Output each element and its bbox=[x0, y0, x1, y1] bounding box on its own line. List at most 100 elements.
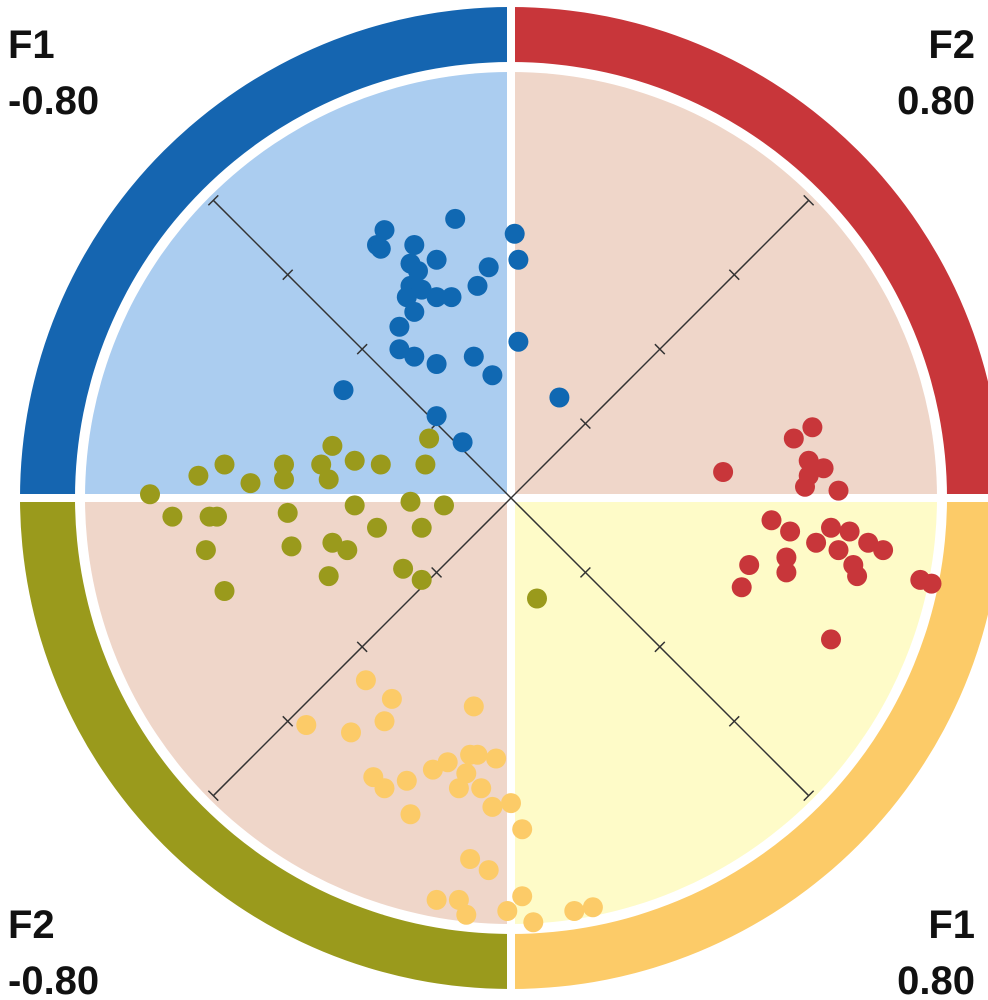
f2-axis-tick bbox=[207, 790, 219, 802]
data-point-series-1 bbox=[404, 235, 425, 255]
ring-segment-top-right bbox=[511, 7, 988, 498]
data-point-series-2 bbox=[713, 462, 734, 482]
data-points bbox=[140, 208, 942, 981]
data-point-series-1 bbox=[478, 257, 499, 278]
corner-bottom-right-axis-label: F1 bbox=[928, 903, 975, 947]
data-point-series-3 bbox=[214, 454, 235, 475]
data-point-series-1 bbox=[411, 279, 432, 300]
data-point-series-3 bbox=[274, 469, 294, 490]
f2-axis-tick bbox=[728, 269, 740, 281]
data-point-series-4 bbox=[437, 752, 458, 773]
data-point-series-3 bbox=[140, 484, 160, 505]
data-point-series-2 bbox=[839, 521, 860, 542]
data-point-series-2 bbox=[776, 547, 797, 568]
data-point-series-4 bbox=[341, 722, 361, 743]
data-point-series-2 bbox=[798, 450, 819, 471]
data-point-series-4 bbox=[501, 793, 521, 814]
data-point-series-4 bbox=[482, 796, 503, 817]
f2-axis-tick bbox=[654, 343, 666, 355]
f2-axis-line bbox=[212, 199, 810, 797]
corner-top-right-value-label: 0.80 bbox=[897, 79, 975, 123]
f1-axis-tick bbox=[728, 715, 740, 727]
data-point-series-3 bbox=[207, 506, 227, 527]
data-point-series-2 bbox=[761, 510, 782, 531]
axes bbox=[207, 194, 815, 802]
data-point-series-1 bbox=[389, 339, 410, 360]
data-point-series-2 bbox=[802, 417, 823, 438]
data-point-series-4 bbox=[396, 770, 417, 791]
data-point-series-2 bbox=[806, 532, 827, 553]
data-point-series-3 bbox=[311, 454, 332, 475]
f2-axis-tick bbox=[579, 418, 591, 430]
data-point-series-4 bbox=[448, 778, 469, 799]
data-point-series-3 bbox=[188, 465, 209, 486]
data-point-series-4 bbox=[471, 778, 492, 799]
f2-axis-tick bbox=[282, 715, 294, 727]
data-point-series-3 bbox=[415, 454, 436, 475]
corner-top-right-axis-label: F2 bbox=[928, 23, 975, 67]
f2-axis-tick bbox=[803, 194, 815, 206]
data-point-series-4 bbox=[460, 849, 481, 869]
data-point-series-4 bbox=[456, 763, 477, 784]
data-point-series-4 bbox=[512, 819, 533, 840]
data-point-series-2 bbox=[731, 577, 752, 598]
data-point-series-3 bbox=[337, 540, 358, 561]
data-point-series-2 bbox=[821, 517, 841, 538]
data-point-series-3 bbox=[195, 540, 216, 561]
data-point-series-4 bbox=[296, 715, 317, 735]
data-point-series-1 bbox=[333, 380, 354, 401]
f1-axis-tick bbox=[579, 566, 591, 578]
corner-bottom-right-value-label: 0.80 bbox=[897, 959, 975, 1000]
data-point-series-1 bbox=[504, 223, 525, 244]
outer-ring bbox=[20, 7, 988, 989]
data-point-series-3 bbox=[318, 566, 339, 587]
data-point-series-2 bbox=[780, 521, 801, 542]
f1-axis-tick bbox=[207, 194, 219, 206]
data-point-series-2 bbox=[873, 540, 894, 561]
data-point-series-2 bbox=[858, 532, 879, 553]
corner-top-left-value-label: -0.80 bbox=[8, 79, 99, 123]
data-point-series-2 bbox=[776, 562, 797, 583]
data-point-series-4 bbox=[486, 748, 507, 769]
data-point-series-1 bbox=[408, 261, 428, 281]
data-point-series-3 bbox=[344, 450, 365, 471]
data-point-series-2 bbox=[795, 476, 815, 497]
data-point-series-3 bbox=[274, 454, 294, 475]
data-point-series-4 bbox=[512, 886, 533, 907]
data-point-series-2 bbox=[783, 428, 804, 449]
data-point-series-2 bbox=[921, 573, 942, 594]
data-point-series-3 bbox=[527, 588, 547, 609]
f2-axis-tick bbox=[431, 566, 443, 578]
data-point-series-4 bbox=[355, 670, 376, 691]
f1-axis-tick bbox=[356, 343, 368, 355]
data-point-series-1 bbox=[389, 316, 410, 337]
data-point-series-3 bbox=[277, 502, 298, 523]
data-point-series-1 bbox=[426, 406, 447, 427]
data-point-series-4 bbox=[564, 901, 585, 921]
data-point-series-1 bbox=[441, 287, 462, 308]
data-point-series-2 bbox=[821, 629, 841, 650]
data-point-series-3 bbox=[240, 473, 261, 494]
corner-bottom-left-value-label: -0.80 bbox=[8, 959, 99, 1000]
data-point-series-1 bbox=[463, 346, 484, 367]
data-point-series-3 bbox=[322, 532, 343, 553]
data-point-series-3 bbox=[419, 428, 440, 449]
data-point-series-1 bbox=[404, 301, 425, 322]
data-point-series-1 bbox=[396, 287, 417, 308]
data-point-series-4 bbox=[374, 711, 395, 732]
ring-segment-top-left bbox=[20, 7, 511, 498]
data-point-series-4 bbox=[422, 759, 443, 780]
f1-axis-tick bbox=[803, 790, 815, 802]
f2-axis-tick bbox=[356, 641, 368, 653]
data-point-series-1 bbox=[374, 220, 395, 241]
data-point-series-4 bbox=[400, 804, 421, 825]
data-point-series-1 bbox=[549, 387, 570, 408]
corner-bottom-left-axis-label: F2 bbox=[8, 903, 55, 947]
data-point-series-3 bbox=[393, 558, 414, 579]
data-point-series-4 bbox=[523, 912, 544, 933]
data-point-series-3 bbox=[318, 469, 339, 490]
corner-top-left-axis-label: F1 bbox=[8, 23, 55, 67]
data-point-series-3 bbox=[162, 506, 183, 527]
data-point-series-4 bbox=[381, 688, 402, 709]
data-point-series-1 bbox=[452, 432, 473, 453]
